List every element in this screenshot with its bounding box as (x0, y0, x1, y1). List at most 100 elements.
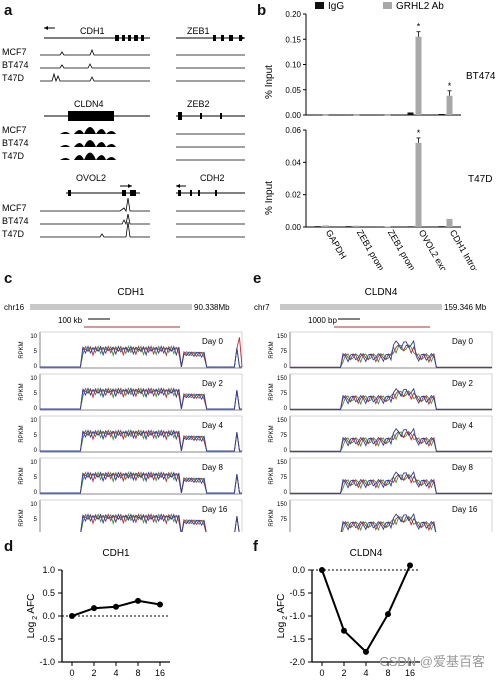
coverage-line (40, 471, 242, 494)
track-tick-label: 10 (30, 460, 37, 466)
legend-label-igg: IgG (328, 1, 344, 12)
day-label: Day 0 (202, 337, 223, 346)
track-label-bt474: BT474 (2, 60, 29, 70)
y-tick-label: 0.0 (292, 565, 305, 575)
track-tick-label: 0 (284, 490, 288, 496)
exon-box (122, 190, 126, 196)
track-label-bt474: BT474 (2, 216, 29, 226)
bottom-y-axis: 0.00 0.02 0.04 0.06 (285, 126, 461, 232)
y-axis-label: Log 2 AFC (276, 594, 289, 639)
exon-box (198, 190, 200, 196)
ylabel-bottom: % Input (264, 181, 275, 215)
track-block-3: OVOL2 CDH2 MCF7 BT474 T47D (2, 173, 245, 239)
y-tick-label: -1.0 (39, 657, 55, 667)
bar-igg (314, 226, 321, 227)
bar-grhl2 (322, 114, 329, 116)
category-label: CDH1 Intron (448, 228, 482, 270)
track-ylabel: RPKM (269, 341, 275, 358)
scale-bar-label: 1000 bp (308, 316, 337, 325)
track-ylabel: RPKM (269, 383, 275, 400)
chip-track (40, 48, 150, 56)
track-tick-label: 0 (34, 406, 38, 412)
track-tick-label: 5 (34, 391, 38, 397)
track-ylabel: RPKM (19, 383, 25, 400)
y-axis-label: Log 2 AFC (26, 594, 39, 639)
panel-label-a: a (4, 2, 13, 19)
coverage-line (40, 429, 242, 452)
coverage-line (40, 471, 242, 494)
y-tick-label: 1.0 (42, 565, 55, 575)
track-frame (289, 331, 493, 369)
track-block-1: CDH1 ZEB1 MCF7 BT474 T47D (2, 26, 245, 83)
track-frame (39, 499, 243, 532)
y-tick-label: 0.0 (42, 611, 55, 621)
track-label-mcf7: MCF7 (2, 47, 27, 57)
track-frame (289, 457, 493, 495)
track-tick-label: 150 (277, 376, 288, 382)
track-tick-label: 75 (280, 433, 287, 439)
panel-c-tracks: CDH1 chr16 90.338Mb 100 kb 10 5 0 RPKM Day 0 10 5 0… (4, 287, 243, 532)
coverage-line (290, 471, 492, 494)
bar-grhl2 (384, 114, 391, 116)
bar-grhl2 (353, 225, 360, 227)
y-axis-label-end: AFC (276, 594, 287, 616)
bar-grhl2 (353, 114, 360, 116)
track-frame (39, 415, 243, 453)
exon-box (134, 35, 138, 41)
y-tick-label: -0.5 (289, 588, 305, 598)
x-tick-label: 4 (363, 668, 368, 678)
chrom-label: chr7 (254, 303, 270, 312)
panel-a-tracks: CDH1 ZEB1 MCF7 BT474 T47D CLDN4 ZEB2 (2, 26, 245, 239)
track-ylabel: RPKM (19, 425, 25, 442)
x-tick-label: 2 (91, 668, 96, 678)
panel-label-f: f (253, 538, 258, 555)
coverage-line (40, 345, 242, 368)
y-tick-label: 0.00 (285, 223, 301, 232)
data-point (363, 648, 369, 655)
coverage-line (40, 429, 242, 452)
coverage-line (80, 513, 240, 532)
track-tick-label: 0 (284, 448, 288, 454)
bar-grhl2 (322, 225, 329, 227)
track-tick-label: 0 (284, 406, 288, 412)
chip-track (40, 213, 150, 226)
panel-b-bar-chart: IgG GRHL2 Ab % Input % Input BT474 T47D … (264, 1, 496, 270)
track-block-2: CLDN4 ZEB2 MCF7 BT474 T47D (2, 99, 245, 161)
track-tick-label: 0 (284, 364, 288, 370)
x-tick-label: 16 (155, 668, 165, 678)
chip-track (40, 197, 150, 213)
y-tick-label: 0.15 (285, 35, 301, 44)
bar-igg (438, 113, 445, 115)
panel-e-tracks: CLDN4 chr7 159.346 Mb 1000 bp 150 75 0 RPKM Day … (254, 287, 493, 532)
category-name: OVOL2 exon (417, 228, 452, 270)
exon-box (239, 35, 242, 41)
significance-star: * (417, 128, 421, 138)
coverage-line (340, 515, 437, 532)
track-ylabel: RPKM (19, 509, 25, 526)
chromosome-ideogram (280, 304, 442, 310)
data-point (91, 605, 97, 612)
cell-label-bottom: T47D (468, 174, 492, 185)
track-ylabel: RPKM (19, 341, 25, 358)
track-label-t47d: T47D (2, 229, 25, 239)
day-label: Day 0 (452, 337, 473, 346)
chip-track (40, 63, 150, 69)
track-frame (289, 415, 493, 453)
track-frame (39, 373, 243, 411)
bar-grhl2 (446, 95, 453, 115)
y-tick-label: 0.00 (285, 111, 301, 120)
arrow-head-icon (241, 36, 245, 40)
y-tick-label: 0.02 (285, 191, 301, 200)
bar-grhl2 (384, 226, 391, 228)
coverage-line (40, 429, 242, 452)
data-point (407, 562, 413, 569)
track-tick-label: 75 (280, 517, 287, 523)
coverage-line (340, 513, 437, 532)
panel-label-d: d (4, 538, 14, 555)
gene-label-cdh2: CDH2 (200, 173, 225, 183)
coverage-line (290, 344, 492, 368)
coverage-line (40, 471, 242, 494)
track-label-mcf7: MCF7 (2, 203, 27, 213)
y-tick-label: 0.5 (42, 588, 55, 598)
y-tick-label: 0.05 (285, 86, 301, 95)
